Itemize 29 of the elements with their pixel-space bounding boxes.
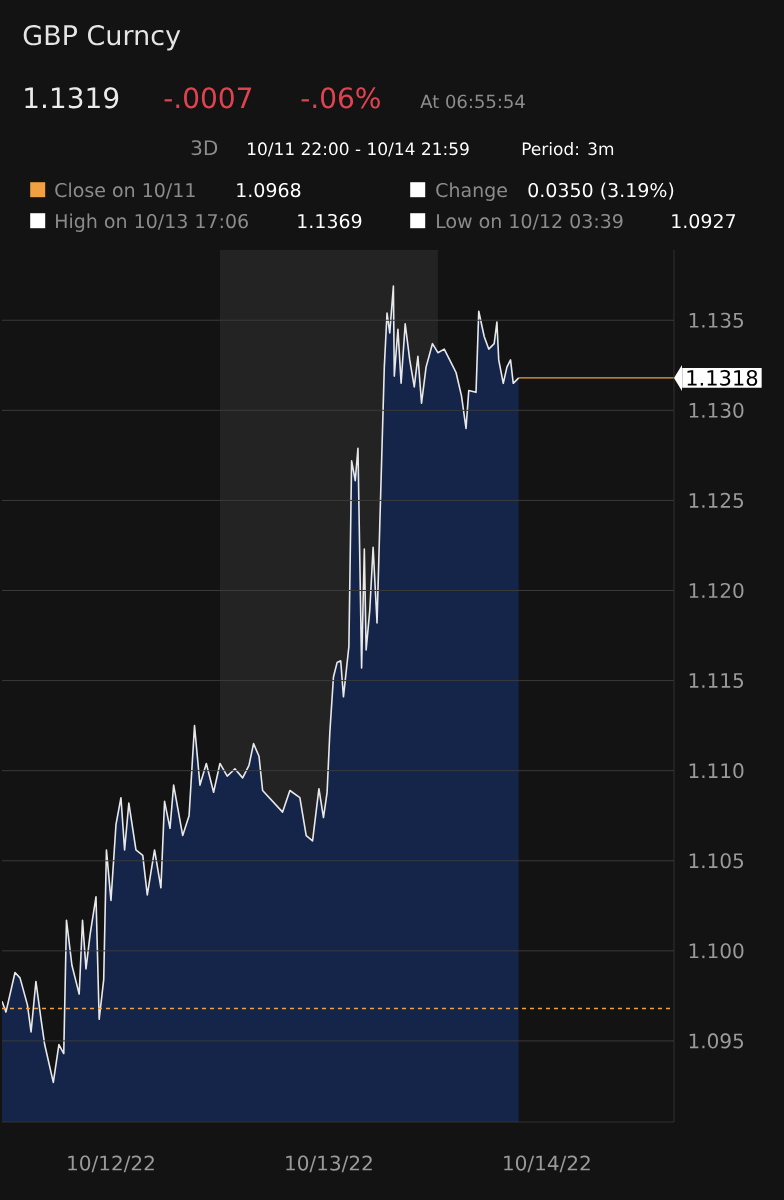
text: -.0007 <box>164 87 252 109</box>
y-tick-label: 1.130 <box>689 402 744 418</box>
y-tick-label: 1.120 <box>689 582 744 599</box>
text: 1.1369 <box>298 213 362 229</box>
text: 1.1319 <box>25 87 119 109</box>
text: 3D <box>191 140 218 156</box>
y-tick-label: 1.110 <box>689 763 744 779</box>
text: Period: 3m <box>522 142 614 156</box>
text: High on 10/13 17:06 <box>56 213 248 232</box>
y-tick-label: 1.125 <box>689 492 744 508</box>
y-tick-label: 1.135 <box>689 312 744 328</box>
y-tick-label: 1.105 <box>689 853 744 869</box>
x-tick-label: 10/14/22 <box>504 1155 590 1173</box>
chart-title: GBP Curncy <box>23 24 181 51</box>
text: 0.0350 (3.19%) <box>528 182 674 200</box>
y-tick-label: 1.115 <box>689 673 744 689</box>
text: 10/11 22:00 - 10/14 21:59 <box>248 142 469 157</box>
text: Change <box>436 182 507 201</box>
text: 1.0927 <box>672 213 736 229</box>
x-tick-label: 10/13/22 <box>286 1155 372 1173</box>
y-tick-label: 1.100 <box>689 943 744 959</box>
text: At 06:55:54 <box>420 94 525 109</box>
text: 1.0968 <box>237 182 301 198</box>
text: -.06% <box>301 87 380 109</box>
text: Close on 10/11 <box>55 182 195 199</box>
x-tick-label: 10/12/22 <box>68 1155 154 1173</box>
ref-line-label: 1.1318 <box>687 369 758 386</box>
text: Low on 10/12 03:39 <box>437 213 623 230</box>
y-tick-label: 1.095 <box>689 1033 744 1049</box>
